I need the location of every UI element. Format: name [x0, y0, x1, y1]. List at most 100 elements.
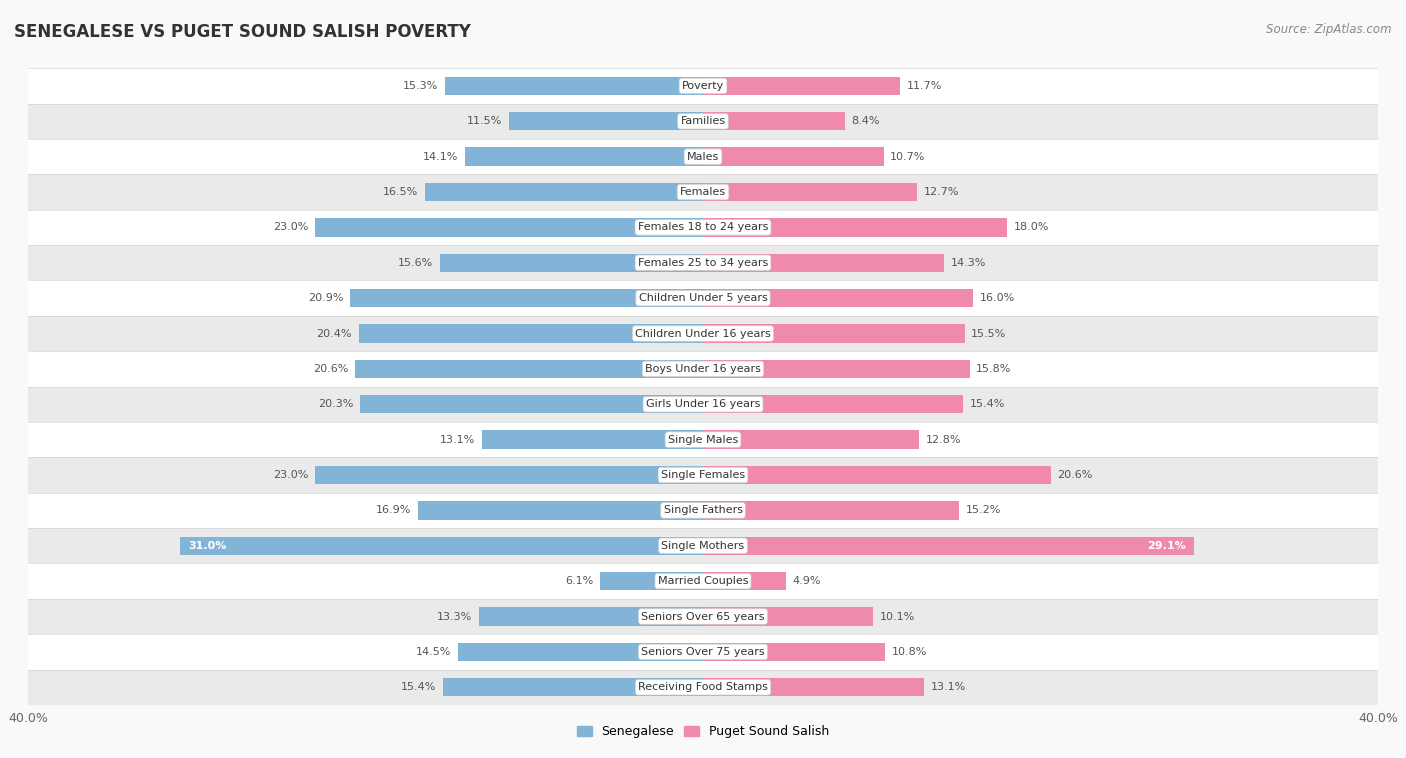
Text: 15.5%: 15.5% [972, 328, 1007, 339]
Text: 14.1%: 14.1% [423, 152, 458, 161]
Bar [28, 669, 1378, 705]
Text: 15.8%: 15.8% [976, 364, 1012, 374]
Bar [28, 599, 1378, 634]
Bar [359, 324, 703, 343]
Bar [28, 457, 1378, 493]
Text: 6.1%: 6.1% [565, 576, 593, 586]
Bar [28, 528, 1378, 563]
Text: 11.5%: 11.5% [467, 116, 502, 127]
Bar [350, 289, 703, 307]
Bar [28, 351, 1378, 387]
Bar [703, 324, 965, 343]
Bar [28, 68, 1378, 104]
Text: 20.9%: 20.9% [308, 293, 343, 303]
Text: 13.1%: 13.1% [931, 682, 966, 692]
Text: 8.4%: 8.4% [852, 116, 880, 127]
Bar [703, 289, 973, 307]
Text: 31.0%: 31.0% [188, 540, 226, 551]
Text: 14.5%: 14.5% [416, 647, 451, 657]
Bar [703, 572, 786, 590]
Text: 16.5%: 16.5% [382, 187, 418, 197]
Bar [703, 112, 845, 130]
Bar [28, 104, 1378, 139]
Text: 29.1%: 29.1% [1147, 540, 1185, 551]
Text: 23.0%: 23.0% [273, 470, 308, 480]
Text: 16.9%: 16.9% [375, 506, 411, 515]
Bar [703, 607, 873, 625]
Text: Children Under 16 years: Children Under 16 years [636, 328, 770, 339]
Bar [444, 77, 703, 95]
Bar [356, 360, 703, 378]
Text: Single Fathers: Single Fathers [664, 506, 742, 515]
Bar [440, 254, 703, 272]
Bar [315, 466, 703, 484]
Text: 16.0%: 16.0% [980, 293, 1015, 303]
Bar [28, 422, 1378, 457]
Bar [600, 572, 703, 590]
Bar [28, 210, 1378, 245]
Text: 18.0%: 18.0% [1014, 222, 1049, 233]
Text: Girls Under 16 years: Girls Under 16 years [645, 399, 761, 409]
Text: SENEGALESE VS PUGET SOUND SALISH POVERTY: SENEGALESE VS PUGET SOUND SALISH POVERTY [14, 23, 471, 41]
Text: Females: Females [681, 187, 725, 197]
Text: Poverty: Poverty [682, 81, 724, 91]
Bar [703, 183, 917, 201]
Text: Males: Males [688, 152, 718, 161]
Bar [28, 563, 1378, 599]
Bar [28, 280, 1378, 316]
Legend: Senegalese, Puget Sound Salish: Senegalese, Puget Sound Salish [572, 720, 834, 744]
Bar [443, 678, 703, 697]
Bar [509, 112, 703, 130]
Bar [703, 431, 920, 449]
Text: 23.0%: 23.0% [273, 222, 308, 233]
Bar [703, 501, 959, 519]
Text: 15.6%: 15.6% [398, 258, 433, 268]
Text: Females 18 to 24 years: Females 18 to 24 years [638, 222, 768, 233]
Bar [425, 183, 703, 201]
Bar [482, 431, 703, 449]
Bar [180, 537, 703, 555]
Bar [703, 218, 1007, 236]
Bar [703, 678, 924, 697]
Bar [28, 174, 1378, 210]
Text: 4.9%: 4.9% [793, 576, 821, 586]
Text: 13.3%: 13.3% [437, 612, 472, 622]
Text: 15.3%: 15.3% [404, 81, 439, 91]
Bar [28, 634, 1378, 669]
Bar [703, 77, 900, 95]
Bar [478, 607, 703, 625]
Bar [703, 395, 963, 413]
Text: 15.4%: 15.4% [401, 682, 436, 692]
Text: Receiving Food Stamps: Receiving Food Stamps [638, 682, 768, 692]
Bar [360, 395, 703, 413]
Text: 15.4%: 15.4% [970, 399, 1005, 409]
Bar [28, 139, 1378, 174]
Text: 20.3%: 20.3% [318, 399, 354, 409]
Bar [703, 643, 886, 661]
Text: 14.3%: 14.3% [950, 258, 987, 268]
Bar [703, 537, 1194, 555]
Text: 10.8%: 10.8% [891, 647, 928, 657]
Bar [315, 218, 703, 236]
Text: 11.7%: 11.7% [907, 81, 942, 91]
Text: 20.6%: 20.6% [1057, 470, 1092, 480]
Text: Single Males: Single Males [668, 434, 738, 445]
Text: Married Couples: Married Couples [658, 576, 748, 586]
Bar [465, 148, 703, 166]
Text: 12.7%: 12.7% [924, 187, 959, 197]
Bar [28, 493, 1378, 528]
Bar [703, 466, 1050, 484]
Text: 12.8%: 12.8% [925, 434, 962, 445]
Bar [703, 360, 970, 378]
Text: Single Females: Single Females [661, 470, 745, 480]
Bar [458, 643, 703, 661]
Text: 10.7%: 10.7% [890, 152, 925, 161]
Bar [28, 387, 1378, 422]
Text: Families: Families [681, 116, 725, 127]
Text: 15.2%: 15.2% [966, 506, 1001, 515]
Bar [28, 245, 1378, 280]
Bar [418, 501, 703, 519]
Text: Females 25 to 34 years: Females 25 to 34 years [638, 258, 768, 268]
Text: 20.6%: 20.6% [314, 364, 349, 374]
Text: Source: ZipAtlas.com: Source: ZipAtlas.com [1267, 23, 1392, 36]
